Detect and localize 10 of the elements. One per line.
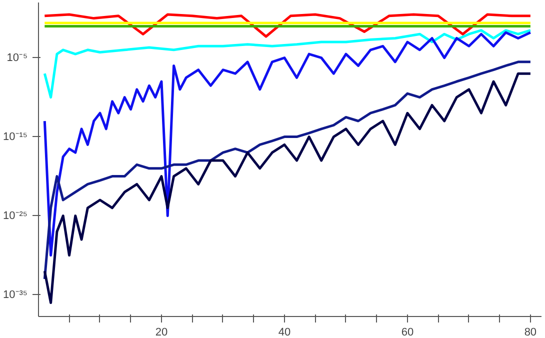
line-series bbox=[43, 29, 532, 99]
x-tick-label: 20 bbox=[155, 326, 168, 338]
x-tick-label: 80 bbox=[524, 326, 537, 338]
y-tick-label: 10⁻³⁵ bbox=[3, 288, 28, 301]
x-tick-label: 40 bbox=[278, 326, 291, 338]
line-series bbox=[43, 31, 532, 257]
y-tick-label: 10⁻⁵ bbox=[6, 52, 28, 64]
y-tick-label: 10⁻²⁵ bbox=[3, 210, 28, 222]
y-tick-label: 10⁻¹⁵ bbox=[3, 130, 28, 143]
x-tick-label: 60 bbox=[401, 326, 414, 338]
